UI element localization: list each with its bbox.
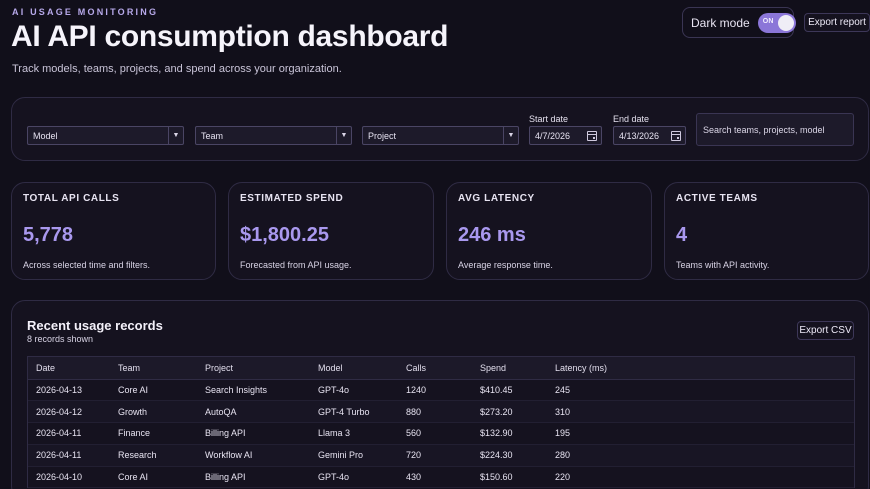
usage-records-panel: Recent usage records 8 records shown Exp… <box>11 300 869 489</box>
dark-mode-toggle[interactable]: ON <box>757 12 796 33</box>
stat-card-avg-latency: AVG LATENCY 246 ms Average response time… <box>446 182 652 280</box>
filter-panel: Model ▼ Team ▼ Project ▼ Start date 4/7/… <box>11 97 869 161</box>
cell-calls: 560 <box>398 422 472 445</box>
records-table: Date Team Project Model Calls Spend Late… <box>28 357 854 489</box>
start-date-value: 4/7/2026 <box>535 130 571 141</box>
stat-note: Across selected time and filters. <box>23 260 151 270</box>
cell-spend: $132.90 <box>472 422 547 445</box>
cell-spend: $224.30 <box>472 444 547 467</box>
cell-model: Llama 3 <box>310 422 398 445</box>
column-header-project[interactable]: Project <box>197 357 310 380</box>
dark-mode-control: Dark mode ON <box>682 7 796 38</box>
records-title: Recent usage records <box>27 318 163 333</box>
cell-model: GPT-4o <box>310 466 398 489</box>
project-select[interactable]: Project ▼ <box>362 126 519 145</box>
column-header-team[interactable]: Team <box>110 357 197 380</box>
cell-date: 2026-04-12 <box>28 400 110 423</box>
records-count: 8 records shown <box>27 334 94 344</box>
cell-team: Core AI <box>110 466 197 489</box>
stat-label: ACTIVE TEAMS <box>676 193 758 204</box>
cell-latency: 195 <box>547 422 854 445</box>
stat-card-active-teams: ACTIVE TEAMS 4 Teams with API activity. <box>664 182 869 280</box>
cell-calls: 1240 <box>398 379 472 402</box>
dark-mode-label: Dark mode <box>691 15 750 30</box>
stat-value: 4 <box>676 224 688 246</box>
table-row[interactable]: 2026-04-11 Research Workflow AI Gemini P… <box>28 444 854 467</box>
team-select-value: Team <box>201 130 224 141</box>
records-table-wrapper[interactable]: Date Team Project Model Calls Spend Late… <box>27 356 855 489</box>
stat-card-total-calls: TOTAL API CALLS 5,778 Across selected ti… <box>11 182 216 280</box>
table-header-row: Date Team Project Model Calls Spend Late… <box>28 357 854 380</box>
stat-label: ESTIMATED SPEND <box>240 193 344 204</box>
cell-team: Finance <box>110 422 197 445</box>
cell-spend: $150.60 <box>472 466 547 489</box>
eyebrow-label: AI USAGE MONITORING <box>12 7 159 17</box>
export-csv-button[interactable]: Export CSV <box>797 321 854 340</box>
cell-team: Research <box>110 444 197 467</box>
table-row[interactable]: 2026-04-11 Finance Billing API Llama 3 5… <box>28 422 854 445</box>
search-input[interactable] <box>696 113 854 146</box>
cell-model: GPT-4 Turbo <box>310 400 398 423</box>
cell-project: AutoQA <box>197 400 310 423</box>
column-header-latency[interactable]: Latency (ms) <box>547 357 854 380</box>
page-subtitle: Track models, teams, projects, and spend… <box>12 63 342 75</box>
model-select[interactable]: Model ▼ <box>27 126 184 145</box>
cell-latency: 280 <box>547 444 854 467</box>
export-report-button[interactable]: Export report <box>804 13 870 32</box>
end-date-value: 4/13/2026 <box>619 130 660 141</box>
chevron-down-icon: ▼ <box>503 127 518 144</box>
calendar-icon[interactable] <box>671 130 681 141</box>
stat-label: AVG LATENCY <box>458 193 535 204</box>
chevron-down-icon: ▼ <box>168 127 183 144</box>
stat-value: 246 ms <box>458 224 526 246</box>
cell-project: Billing API <box>197 466 310 489</box>
stat-note: Forecasted from API usage. <box>240 260 352 270</box>
cell-calls: 880 <box>398 400 472 423</box>
cell-date: 2026-04-11 <box>28 422 110 445</box>
project-select-value: Project <box>368 130 397 141</box>
cell-date: 2026-04-10 <box>28 466 110 489</box>
stat-card-estimated-spend: ESTIMATED SPEND $1,800.25 Forecasted fro… <box>228 182 434 280</box>
column-header-spend[interactable]: Spend <box>472 357 547 380</box>
stat-note: Average response time. <box>458 260 553 270</box>
toggle-knob <box>777 14 794 31</box>
stat-value: 5,778 <box>23 224 74 246</box>
cell-calls: 720 <box>398 444 472 467</box>
cell-latency: 245 <box>547 379 854 402</box>
table-row[interactable]: 2026-04-10 Core AI Billing API GPT-4o 43… <box>28 466 854 489</box>
calendar-icon[interactable] <box>587 130 597 141</box>
stat-value: $1,800.25 <box>240 224 329 246</box>
column-header-date[interactable]: Date <box>28 357 110 380</box>
cell-spend: $273.20 <box>472 400 547 423</box>
table-row[interactable]: 2026-04-13 Core AI Search Insights GPT-4… <box>28 379 854 402</box>
toggle-state-text: ON <box>762 17 774 25</box>
table-row[interactable]: 2026-04-12 Growth AutoQA GPT-4 Turbo 880… <box>28 400 854 423</box>
stat-label: TOTAL API CALLS <box>23 193 120 204</box>
cell-project: Search Insights <box>197 379 310 402</box>
page-title: AI API consumption dashboard <box>11 20 449 53</box>
stat-note: Teams with API activity. <box>676 260 770 270</box>
model-select-value: Model <box>33 130 58 141</box>
column-header-model[interactable]: Model <box>310 357 398 380</box>
team-select[interactable]: Team ▼ <box>195 126 352 145</box>
cell-model: Gemini Pro <box>310 444 398 467</box>
cell-date: 2026-04-11 <box>28 444 110 467</box>
cell-latency: 310 <box>547 400 854 423</box>
cell-project: Billing API <box>197 422 310 445</box>
cell-latency: 220 <box>547 466 854 489</box>
cell-project: Workflow AI <box>197 444 310 467</box>
end-date-label: End date <box>613 114 650 124</box>
end-date-input[interactable]: 4/13/2026 <box>613 126 686 145</box>
cell-model: GPT-4o <box>310 379 398 402</box>
start-date-input[interactable]: 4/7/2026 <box>529 126 602 145</box>
cell-date: 2026-04-13 <box>28 379 110 402</box>
cell-spend: $410.45 <box>472 379 547 402</box>
column-header-calls[interactable]: Calls <box>398 357 472 380</box>
cell-team: Core AI <box>110 379 197 402</box>
chevron-down-icon: ▼ <box>336 127 351 144</box>
start-date-label: Start date <box>529 114 569 124</box>
cell-calls: 430 <box>398 466 472 489</box>
cell-team: Growth <box>110 400 197 423</box>
